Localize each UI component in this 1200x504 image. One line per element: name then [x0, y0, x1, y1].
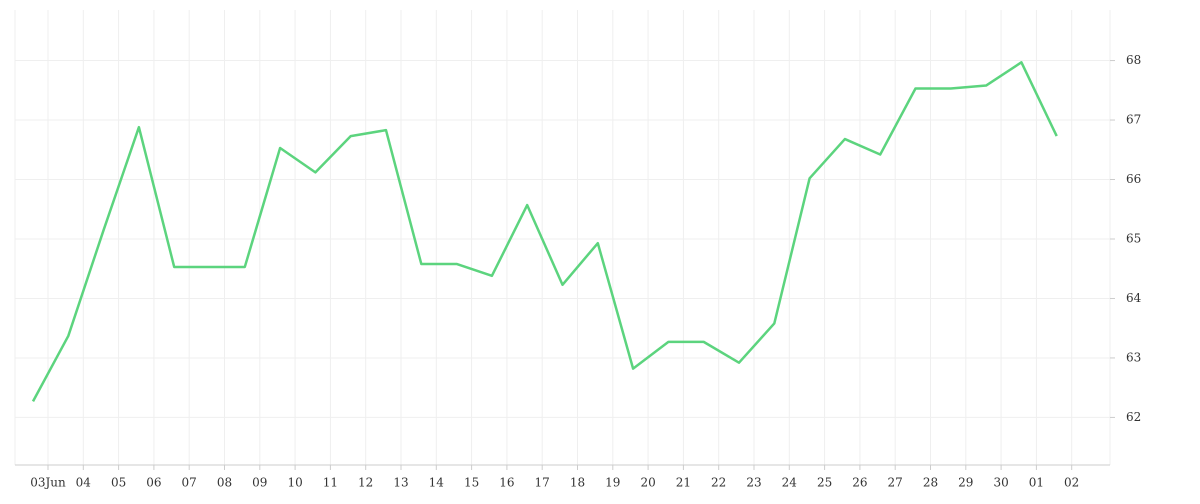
x-tick-label: 09	[252, 476, 267, 490]
x-tick-label: 21	[676, 476, 691, 490]
y-tick-label: 67	[1126, 113, 1141, 127]
x-tick-label: 24	[782, 476, 798, 490]
y-tick-label: 63	[1126, 350, 1141, 364]
x-tick-label: 05	[111, 476, 126, 490]
x-tick-label: 27	[888, 476, 903, 490]
x-tick-label: 03Jun	[30, 476, 66, 490]
x-tick-label: 29	[958, 476, 973, 490]
x-tick-label: 19	[605, 476, 620, 490]
y-tick-label: 64	[1126, 291, 1142, 305]
x-tick-label: 07	[182, 476, 197, 490]
x-tick-label: 12	[358, 476, 373, 490]
x-tick-label: 01	[1029, 476, 1044, 490]
x-tick-label: 10	[287, 476, 302, 490]
x-tick-label: 04	[76, 476, 92, 490]
line-series	[31, 61, 1058, 402]
y-tick-label: 65	[1126, 231, 1141, 245]
x-tick-label: 20	[640, 476, 655, 490]
x-tick-label: 08	[217, 476, 232, 490]
y-tick-label: 62	[1126, 410, 1141, 424]
x-tick-label: 22	[711, 476, 726, 490]
x-tick-label: 30	[993, 476, 1008, 490]
x-tick-label: 26	[852, 476, 867, 490]
x-tick-label: 18	[570, 476, 585, 490]
x-tick-label: 23	[746, 476, 761, 490]
x-tick-label: 25	[817, 476, 832, 490]
x-tick-label: 13	[393, 476, 408, 490]
y-tick-label: 68	[1126, 53, 1141, 67]
x-tick-label: 02	[1064, 476, 1079, 490]
x-tick-label: 11	[323, 476, 338, 490]
x-tick-label: 28	[923, 476, 938, 490]
x-tick-label: 16	[499, 476, 514, 490]
x-tick-label: 14	[429, 476, 445, 490]
y-tick-label: 66	[1126, 172, 1141, 186]
x-tick-label: 17	[535, 476, 550, 490]
x-tick-label: 15	[464, 476, 479, 490]
x-tick-label: 06	[146, 476, 161, 490]
